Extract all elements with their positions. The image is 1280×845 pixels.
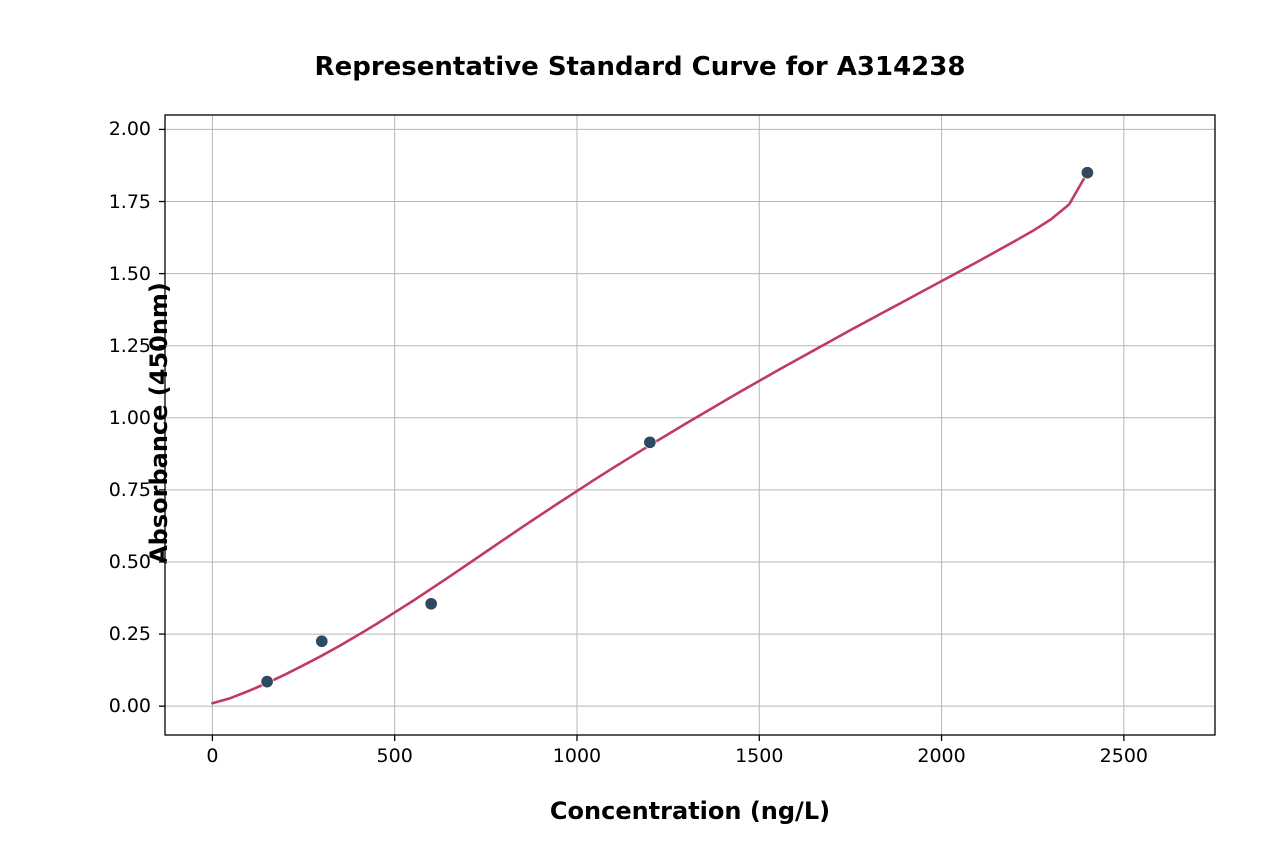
y-tick-label: 2.00 [101,118,151,140]
x-tick-label: 1000 [553,745,601,767]
x-tick-label: 1500 [735,745,783,767]
y-tick-label: 0.50 [101,551,151,573]
scatter-point [425,598,437,610]
y-tick-label: 0.75 [101,479,151,501]
x-tick-label: 2000 [917,745,965,767]
scatter-point [261,675,273,687]
scatter-point [644,436,656,448]
x-tick-label: 2500 [1100,745,1148,767]
scatter-point [1081,166,1093,178]
y-tick-label: 0.25 [101,623,151,645]
y-tick-label: 1.75 [101,191,151,213]
plot-svg [0,0,1280,845]
x-tick-label: 500 [377,745,413,767]
chart-container: Representative Standard Curve for A31423… [0,0,1280,845]
y-tick-label: 1.25 [101,335,151,357]
scatter-point [316,635,328,647]
y-tick-label: 1.50 [101,263,151,285]
y-tick-label: 1.00 [101,407,151,429]
x-tick-label: 0 [206,745,218,767]
y-tick-label: 0.00 [101,695,151,717]
